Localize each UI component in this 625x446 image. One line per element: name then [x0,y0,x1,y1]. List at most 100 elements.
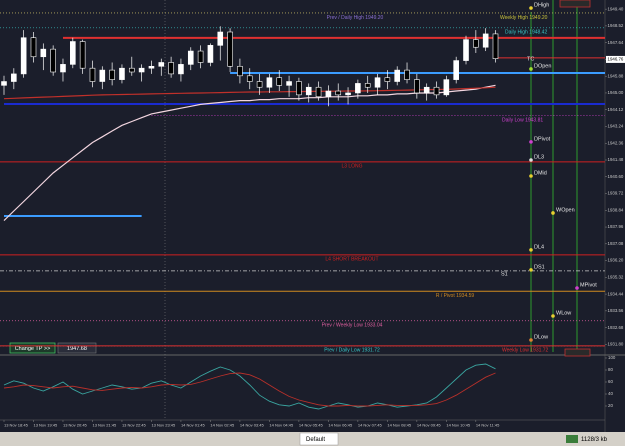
x-tick-label: 14 Nov 11:45 [476,423,500,428]
marker-dot [529,6,533,10]
y-tick-label: 1932.68 [608,325,624,330]
y-tick-label: 1940.60 [608,174,624,179]
y-tick-label: 1949.40 [608,6,624,11]
candle-body [197,50,204,63]
level-label: Prev / Daily Low 1931.72 [324,348,380,354]
candle-body [1,81,7,86]
candle-body [207,45,214,63]
marker-dot [529,338,533,342]
y-tick-label: 1938.84 [608,207,624,212]
candle-body [217,31,224,46]
candle-body [443,79,450,96]
candle-body [414,79,420,94]
candle-body [11,73,17,82]
candle-body [237,65,243,77]
candle-body [79,41,86,69]
level-label: Weekly Low 1931.72 [502,348,549,354]
marker-dot [529,67,533,71]
oscillator-line [3,372,496,407]
marker-label: DOpen [534,63,551,69]
level-label: R / Pivot 1934.59 [436,293,475,299]
x-tick-label: 14 Nov 02:45 [210,423,235,428]
candle-body [109,69,115,80]
candle-body [305,86,312,96]
level-label: Weekly High 1949.20 [500,15,548,21]
status-text: 1128/3 kb [581,437,608,443]
candle-body [276,77,283,86]
marker-label: DL3 [534,154,544,160]
x-tick-label: 13 Nov 19:45 [33,423,58,428]
candle-body [325,90,332,98]
tp-panel: Change TP >> 1947.68 [9,342,97,354]
moving-average [3,84,496,222]
candle-body [355,83,361,94]
marker-dot [551,211,555,215]
candle-body [60,64,66,73]
marker-label: DMid [534,170,547,176]
candle-body [148,65,155,69]
price-tag-label: 1946.76 [608,57,624,62]
marker-dot [529,268,533,272]
tp-value: 1947.68 [67,346,87,352]
status-icon [566,435,578,443]
change-tp-button[interactable] [9,342,56,354]
y-tick-label: 1948.52 [608,23,624,28]
marker-label: WOpen [556,207,575,213]
y-tick-label: 1936.20 [608,258,624,263]
price-tag [606,55,625,63]
y-tick-label: 1931.80 [608,342,624,347]
level-label: Daily High 1948.42 [505,30,547,36]
candle-body [138,67,145,73]
candle-body [89,67,96,82]
candle-body [433,86,440,96]
y-tick-label: 1945.88 [608,73,624,78]
candle-body [296,81,302,96]
x-tick-label: 13 Nov 18:45 [4,423,29,428]
tp-field[interactable] [57,342,97,354]
marker-label: DL4 [534,244,544,250]
candle-body [374,77,381,88]
marker-dot [575,286,579,290]
osc-tick-label: 80 [608,367,613,372]
y-tick-label: 1945.00 [608,90,624,95]
y-tick-label: 1939.72 [608,191,624,196]
osc-tick-label: 20 [608,403,613,408]
marker-label: DHigh [534,2,549,8]
marker-dot [551,314,555,318]
tab[interactable] [299,432,339,446]
candle-body [187,50,194,65]
change-tp-text[interactable]: Change TP >> [15,346,51,352]
x-tick-label: 13 Nov 21:45 [92,423,117,428]
candle-body [227,31,233,67]
candle-body [364,83,371,88]
y-tick-label: 1937.08 [608,241,624,246]
y-tick-label: 1933.56 [608,308,624,313]
candle-body [256,81,263,88]
candle-body [246,75,253,82]
marker-dot [529,248,533,252]
level-label: Prev / Weekly Low 1933.04 [322,323,383,329]
y-tick-label: 1937.96 [608,224,624,229]
tab-label[interactable]: Default [306,437,325,443]
candle-body [463,39,469,61]
moving-average [3,86,496,100]
y-tick-label: 1944.12 [608,107,624,112]
x-tick-label: 14 Nov 06:45 [328,423,353,428]
marker-dot [529,158,533,162]
y-tick-label: 1942.36 [608,140,624,145]
x-tick-label: 14 Nov 03:45 [240,423,265,428]
candle-body [492,33,499,59]
candle-body [394,69,401,82]
osc-tick-label: 40 [608,391,613,396]
y-tick-label: 1941.48 [608,157,624,162]
level-label: L4 SHORT BREAKOUT [325,257,378,263]
candle-body [482,33,489,48]
x-tick-label: 13 Nov 22:45 [122,423,147,428]
marker-label: DS1 [534,264,545,270]
x-tick-label: 14 Nov 09:45 [417,423,442,428]
x-tick-label: 14 Nov 04:45 [269,423,294,428]
x-tick-label: 13 Nov 20:45 [63,423,88,428]
osc-tick-label: 60 [608,379,613,384]
candle-body [99,69,106,82]
